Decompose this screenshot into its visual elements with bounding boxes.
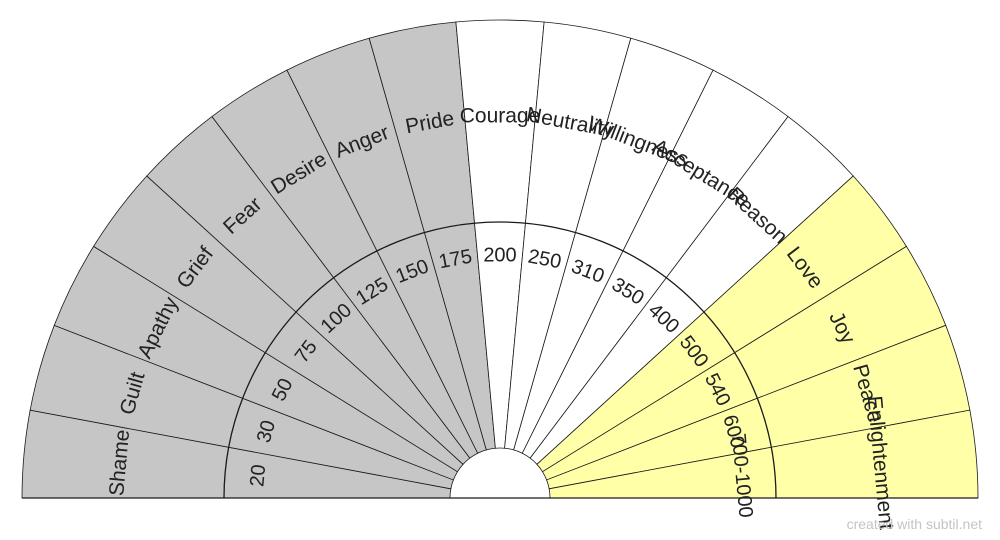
segment-wedges <box>21 19 979 499</box>
level-label-20: 20 <box>246 464 270 488</box>
segment-label-courage: Courage <box>460 105 541 128</box>
credit-text: created with subtil.net <box>846 516 982 532</box>
level-label-200: 200 <box>483 244 516 266</box>
middle-ring-arc <box>223 221 777 499</box>
